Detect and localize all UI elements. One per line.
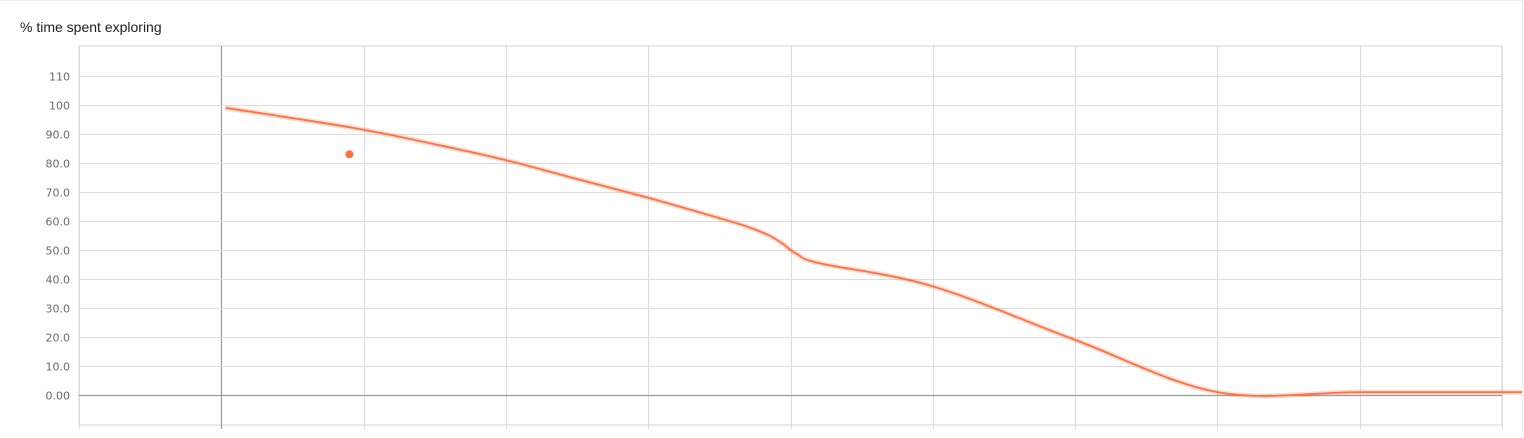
y-tick-label: 50.0: [46, 245, 71, 258]
y-tick-label: 90.0: [46, 129, 71, 142]
y-tick-label: 0.00: [46, 390, 71, 403]
highlight-point: [345, 150, 354, 159]
y-tick-label: 10.0: [46, 361, 71, 374]
y-tick-label: 20.0: [46, 332, 71, 345]
y-tick-label: 60.0: [46, 216, 71, 229]
series-line: [225, 107, 1522, 397]
plot-frame: [78, 45, 1503, 426]
y-tick-label: 30.0: [46, 303, 71, 316]
y-tick-label: 80.0: [46, 158, 71, 171]
chart-title: % time spent exploring: [20, 19, 162, 35]
y-tick-label: 110: [49, 71, 70, 84]
y-tick-label: 70.0: [46, 187, 71, 200]
series-line-raw: [225, 105, 1522, 399]
y-tick-label: 100: [49, 100, 70, 113]
y-tick-label: 40.0: [46, 274, 71, 287]
